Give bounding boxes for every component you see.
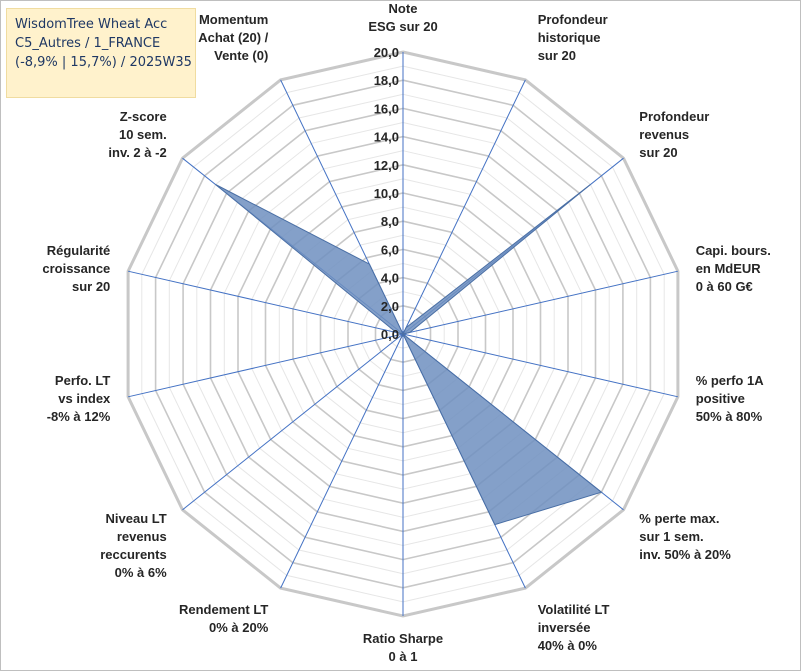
- axis-label-line: Achat (20) /: [198, 30, 268, 45]
- axis-label-line: Régularité: [47, 243, 111, 258]
- axis-label-line: inv. 2 à -2: [108, 145, 166, 160]
- axis-label-line: 0% à 6%: [115, 565, 167, 580]
- axis-label-line: inv. 50% à 20%: [639, 547, 731, 562]
- axis-label-line: % perte max.: [639, 511, 719, 526]
- axis-label-line: Note: [389, 1, 418, 16]
- axis-label-line: historique: [538, 30, 601, 45]
- tick-label: 6,0: [381, 242, 399, 257]
- axis-label-line: sur 20: [72, 279, 110, 294]
- axis-label-line: en MdEUR: [696, 261, 762, 276]
- tick-label: 2,0: [381, 299, 399, 314]
- axis-label-line: Z-score: [120, 109, 167, 124]
- series-group: [215, 184, 603, 526]
- axis-label: Note ESG sur 20: [368, 1, 437, 34]
- tick-label: 4,0: [381, 271, 399, 286]
- axis-spoke: [182, 333, 404, 511]
- axis-label-line: sur 20: [538, 48, 576, 63]
- axis-label-line: vs index: [58, 391, 111, 406]
- axis-label: Ratio Sharpe 0 à 1: [363, 631, 443, 664]
- axis-label-line: Volatilité LT: [538, 602, 610, 617]
- axis-label-line: Capi. bours.: [696, 243, 771, 258]
- axis-label-line: 40% à 0%: [538, 638, 598, 653]
- axis-label-line: % perfo 1A: [696, 373, 765, 388]
- axis-label: Profondeur historique sur 20: [538, 12, 608, 63]
- axis-label-line: Vente (0): [214, 48, 268, 63]
- title-line-1: WisdomTree Wheat Acc: [15, 17, 168, 32]
- axis-label-line: positive: [696, 391, 745, 406]
- series-area: [215, 184, 603, 526]
- title-line-2: C5_Autres / 1_FRANCE: [15, 36, 161, 51]
- axis-label: Régularité croissance sur 20: [42, 243, 110, 294]
- axis-label-line: Ratio Sharpe: [363, 631, 443, 646]
- tick-label: 14,0: [374, 130, 399, 145]
- axis-spoke: [402, 79, 526, 335]
- tick-label: 12,0: [374, 158, 399, 173]
- axis-label: Volatilité LT inversée 40% à 0%: [538, 602, 610, 653]
- title-line-3: (-8,9% | 15,7%) / 2025W35: [15, 55, 192, 70]
- axis-label: Capi. bours. en MdEUR 0 à 60 G€: [696, 243, 771, 294]
- axis-label: Niveau LT revenus reccurents 0% à 6%: [100, 511, 167, 580]
- axis-spoke: [280, 333, 404, 589]
- title-box: WisdomTree Wheat Acc C5_Autres / 1_FRANC…: [6, 8, 196, 98]
- axis-spoke: [402, 333, 679, 398]
- axis-label: Profondeur revenus sur 20: [639, 109, 709, 160]
- axis-label-line: inversée: [538, 620, 591, 635]
- tick-label: 10,0: [374, 186, 399, 201]
- axis-label: Momentum Achat (20) / Vente (0): [198, 12, 268, 63]
- axis-spoke: [127, 333, 404, 398]
- tick-labels: 0,0 2,0 4,0 6,0 8,0 10,0 12,0 14,0 16,0 18,0 20,0: [374, 45, 399, 342]
- axis-label-line: Niveau LT: [106, 511, 167, 526]
- axis-label-line: croissance: [42, 261, 110, 276]
- axis-label: Rendement LT 0% à 20%: [179, 602, 269, 635]
- axis-label-line: Momentum: [199, 12, 268, 27]
- tick-label: 0,0: [381, 327, 399, 342]
- axis-label-line: ESG sur 20: [368, 19, 437, 34]
- axis-labels: Note ESG sur 20 Profondeur historique sur 20…: [42, 1, 770, 664]
- axis-label-line: 0 à 1: [389, 649, 418, 664]
- axis-label: % perte max. sur 1 sem. inv. 50% à 20%: [639, 511, 731, 562]
- tick-label: 16,0: [374, 101, 399, 116]
- axis-label: % perfo 1A positive 50% à 80%: [696, 373, 765, 424]
- axis-label-line: reccurents: [100, 547, 166, 562]
- axis-label-line: 0% à 20%: [209, 620, 269, 635]
- tick-label: 20,0: [374, 45, 399, 60]
- axis-label-line: Perfo. LT: [55, 373, 110, 388]
- axis-label-line: revenus: [639, 127, 689, 142]
- axis-label-line: revenus: [117, 529, 167, 544]
- axis-label-line: Profondeur: [639, 109, 709, 124]
- axis-spoke: [127, 270, 404, 335]
- axis-label-line: 10 sem.: [119, 127, 167, 142]
- axis-label-line: sur 20: [639, 145, 677, 160]
- axis-label-line: Profondeur: [538, 12, 608, 27]
- axis-label-line: Rendement LT: [179, 602, 268, 617]
- tick-label: 18,0: [374, 73, 399, 88]
- axis-spoke: [402, 270, 679, 335]
- axis-label-line: 0 à 60 G€: [696, 279, 753, 294]
- tick-label: 8,0: [381, 214, 399, 229]
- axis-label: Perfo. LT vs index -8% à 12%: [47, 373, 111, 424]
- axis-label: Z-score 10 sem. inv. 2 à -2: [108, 109, 166, 160]
- axis-label-line: sur 1 sem.: [639, 529, 703, 544]
- axis-label-line: 50% à 80%: [696, 409, 763, 424]
- axis-label-line: -8% à 12%: [47, 409, 111, 424]
